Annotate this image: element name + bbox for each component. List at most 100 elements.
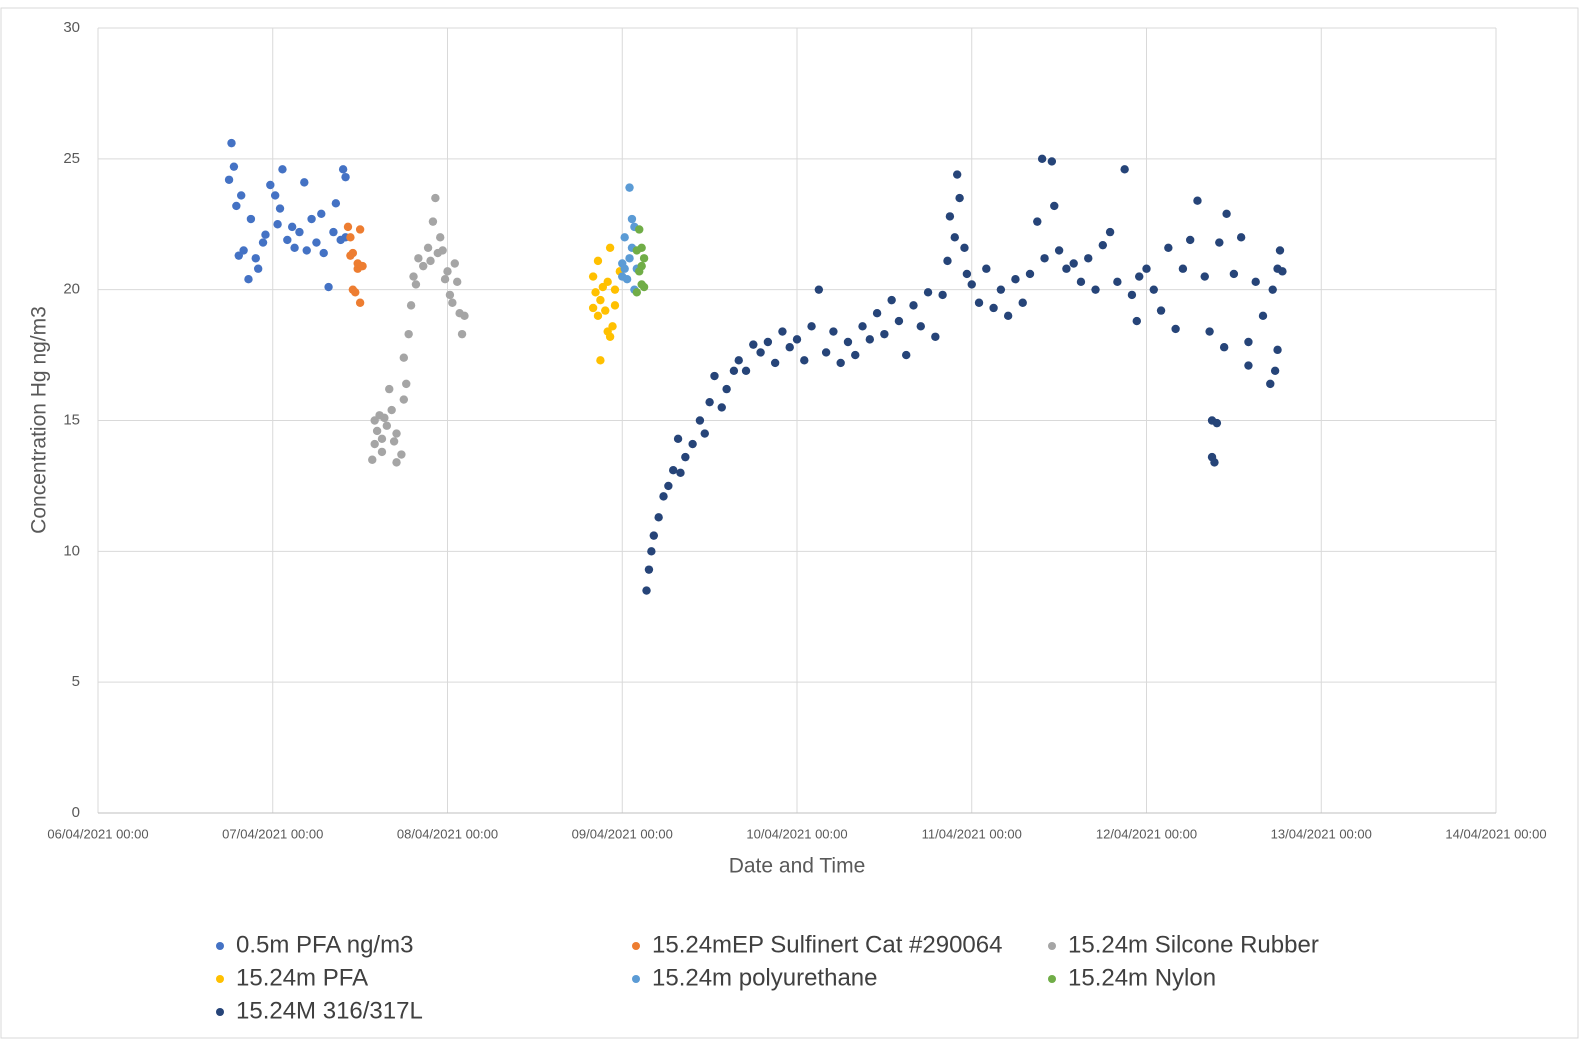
point	[232, 201, 241, 211]
point	[358, 261, 367, 271]
point	[931, 332, 940, 341]
point	[414, 254, 423, 263]
point	[642, 586, 651, 595]
point	[283, 235, 292, 245]
point	[955, 193, 964, 203]
y-tick-label: 20	[63, 281, 80, 298]
legend-label: 15.24m Silcone Rubber	[1068, 931, 1319, 958]
legend-label: 15.24M 316/317L	[236, 997, 423, 1024]
point	[967, 280, 976, 289]
point	[302, 246, 311, 255]
point	[399, 353, 409, 362]
point	[601, 306, 610, 315]
point	[637, 261, 646, 271]
point	[1171, 324, 1180, 334]
point	[1258, 311, 1268, 321]
point	[1270, 366, 1280, 375]
x-tick-label: 09/04/2021 00:00	[572, 826, 673, 841]
point	[355, 225, 365, 234]
point	[1050, 201, 1059, 211]
point	[426, 256, 435, 266]
point	[402, 379, 411, 389]
point	[266, 180, 275, 190]
point	[1251, 277, 1260, 287]
point	[1229, 269, 1239, 279]
point	[224, 175, 234, 184]
point	[1178, 264, 1188, 273]
point	[688, 439, 697, 449]
point	[952, 170, 962, 179]
legend-marker	[632, 975, 640, 983]
point	[436, 233, 445, 242]
point	[370, 439, 379, 449]
point	[423, 243, 433, 252]
point	[741, 366, 751, 375]
point	[894, 316, 904, 326]
point	[1142, 264, 1151, 273]
point	[996, 285, 1006, 294]
legend-marker	[632, 942, 640, 950]
point	[649, 531, 659, 540]
point	[251, 254, 260, 263]
point	[246, 214, 256, 224]
y-tick-label: 15	[63, 411, 80, 428]
point	[1156, 306, 1166, 315]
point	[348, 248, 358, 258]
point	[1266, 379, 1275, 389]
y-tick-label: 0	[72, 804, 80, 821]
point	[1054, 246, 1064, 255]
point	[945, 212, 955, 221]
point	[632, 288, 642, 297]
point	[317, 209, 326, 218]
point	[351, 288, 360, 297]
point	[227, 138, 236, 148]
point	[681, 452, 690, 462]
point	[950, 233, 959, 242]
point	[372, 426, 382, 436]
point	[608, 322, 617, 331]
point	[1164, 243, 1173, 252]
point	[1084, 254, 1093, 263]
point	[1212, 418, 1222, 428]
point	[1210, 458, 1219, 467]
point	[836, 358, 845, 368]
point	[644, 565, 654, 574]
point	[229, 162, 239, 171]
point	[270, 191, 280, 200]
point	[880, 329, 889, 339]
point	[1069, 259, 1078, 268]
point	[406, 301, 416, 310]
point	[1200, 272, 1209, 281]
point	[960, 243, 969, 252]
y-tick-label: 30	[63, 19, 80, 36]
point	[1113, 277, 1122, 287]
point	[734, 356, 743, 365]
point	[1205, 327, 1214, 336]
point	[620, 264, 629, 273]
legend-marker	[1048, 975, 1056, 983]
point	[1120, 165, 1129, 174]
point	[610, 285, 620, 294]
point	[620, 233, 629, 242]
point	[295, 227, 304, 237]
legend-label: 15.24mEP Sulfinert Cat #290064	[652, 931, 1002, 958]
point	[749, 340, 758, 349]
point	[821, 348, 831, 357]
point	[253, 264, 263, 273]
point	[605, 332, 615, 341]
legend-label: 15.24m Nylon	[1068, 964, 1216, 991]
point	[445, 290, 455, 300]
point	[1037, 154, 1047, 164]
point	[389, 437, 399, 446]
point	[792, 335, 802, 344]
point	[858, 322, 867, 331]
point	[448, 298, 457, 307]
point	[596, 356, 605, 365]
point	[943, 256, 952, 266]
point	[659, 492, 668, 501]
point	[440, 275, 450, 284]
point	[872, 309, 882, 318]
point	[705, 397, 714, 407]
point	[829, 327, 838, 336]
point	[261, 230, 270, 239]
